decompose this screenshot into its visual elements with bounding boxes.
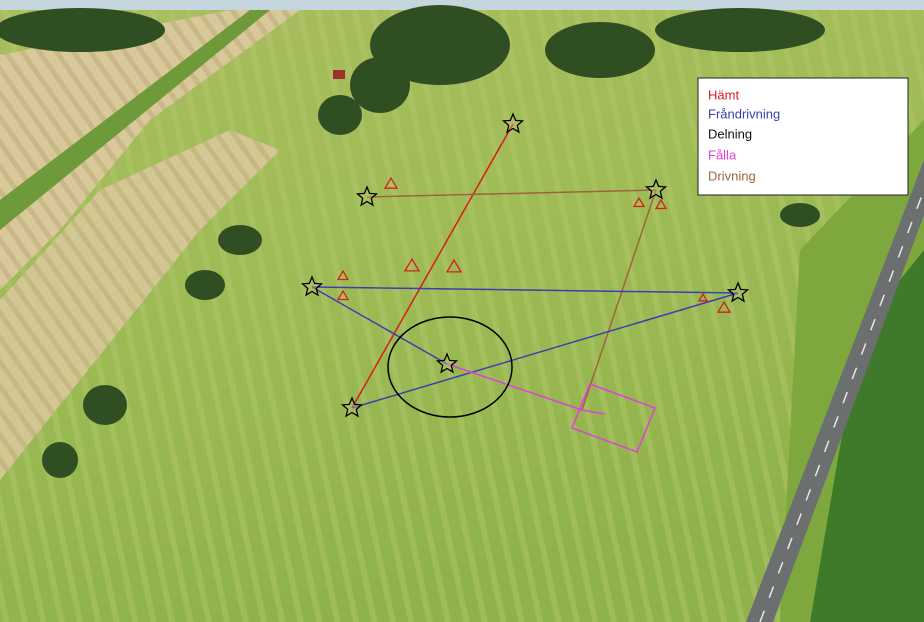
legend-label: Delning — [708, 126, 752, 141]
barn — [333, 70, 345, 79]
legend-label: Fålla — [708, 147, 737, 162]
aerial-photo: Hämt Fråndrivning Delning Fålla Drivning — [0, 0, 924, 622]
legend-label: Fråndrivning — [708, 106, 780, 121]
legend-label: Hämt — [708, 87, 739, 102]
legend-label: Drivning — [708, 168, 756, 183]
legend: Hämt Fråndrivning Delning Fålla Drivning — [698, 78, 908, 195]
